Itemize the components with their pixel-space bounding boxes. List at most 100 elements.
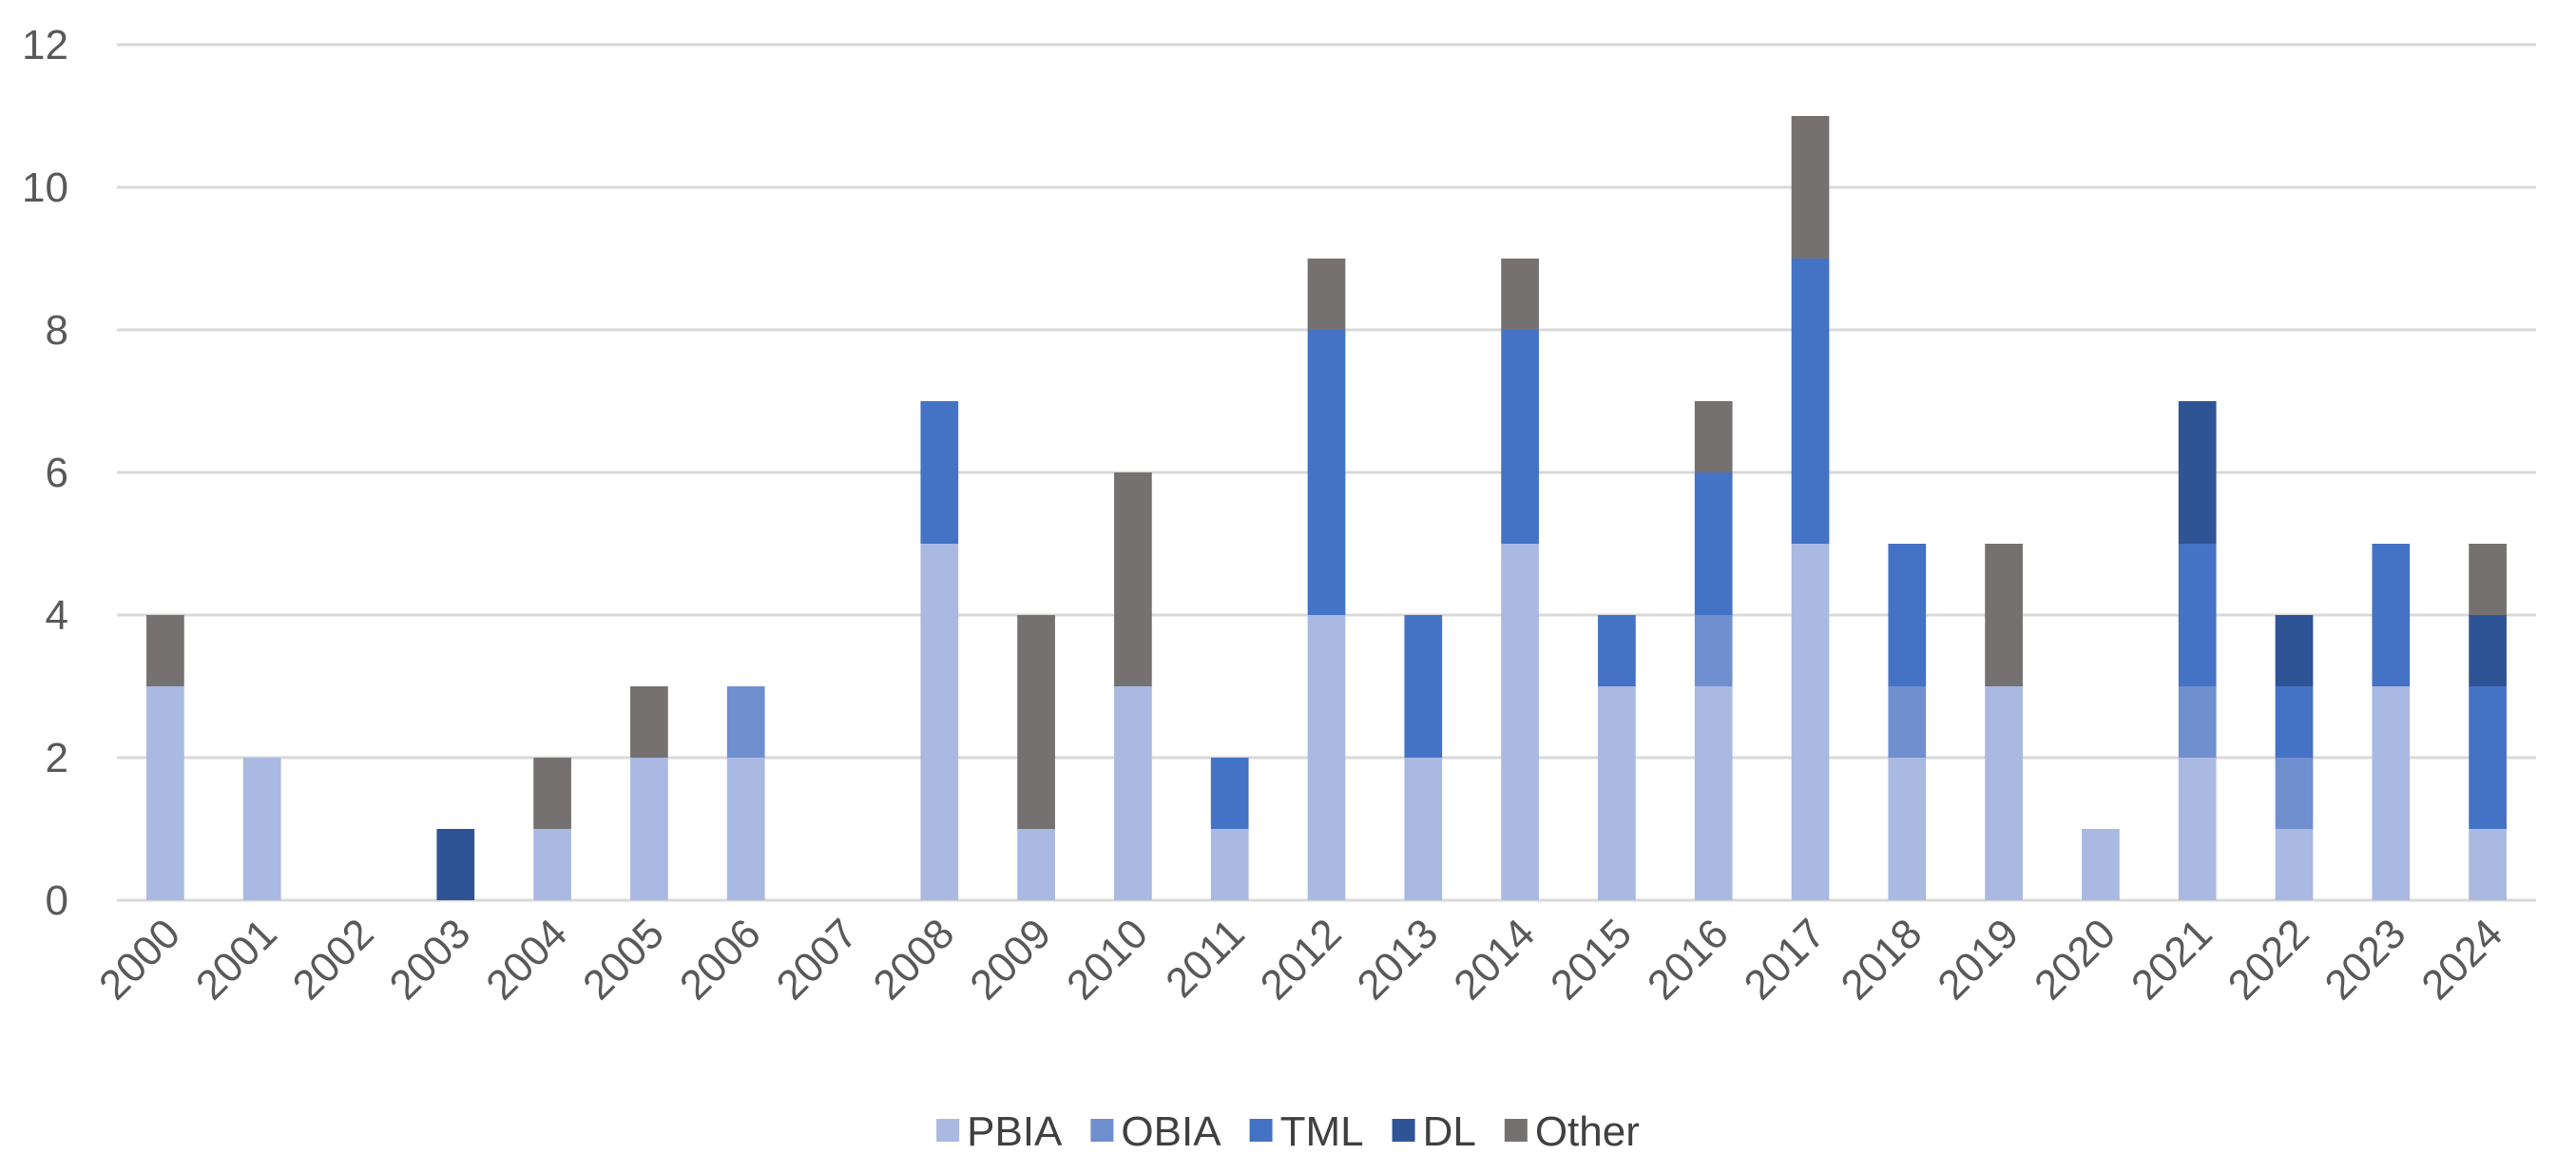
x-tick-label: 2004 xyxy=(477,910,576,1009)
x-tick-label: 2015 xyxy=(1542,910,1641,1009)
bar-segment-tml xyxy=(920,401,959,544)
legend-swatch-dl xyxy=(1392,1119,1415,1142)
bar-segment-pbia xyxy=(2082,829,2120,900)
bar-segment-obia xyxy=(2275,758,2314,829)
bar-segment-pbia xyxy=(1694,686,1733,900)
x-tick-label: 2020 xyxy=(2026,910,2124,1009)
x-tick-label: 2022 xyxy=(2220,910,2318,1009)
y-tick-label: 2 xyxy=(46,735,68,781)
x-tick-label: 2019 xyxy=(1929,910,2028,1009)
bar-segment-other xyxy=(630,686,668,758)
bars xyxy=(146,116,2507,900)
y-axis: 0 2 4 6 8 10 12 xyxy=(22,22,68,924)
bar-segment-pbia xyxy=(1985,686,2023,900)
x-tick-label: 2006 xyxy=(671,910,770,1009)
x-tick-label: 2003 xyxy=(381,910,480,1009)
y-tick-label: 4 xyxy=(46,592,68,639)
bar-segment-tml xyxy=(1307,330,1346,615)
y-tick-label: 8 xyxy=(46,307,68,354)
bar-segment-pbia xyxy=(1017,829,1055,900)
x-tick-label: 2021 xyxy=(2123,910,2221,1009)
bar-segment-pbia xyxy=(2178,758,2217,900)
x-tick-label: 2000 xyxy=(90,910,189,1009)
bar-segment-pbia xyxy=(1791,544,1830,900)
bar-segment-other xyxy=(1791,116,1830,259)
y-tick-label: 0 xyxy=(46,877,68,924)
x-tick-label: 2007 xyxy=(768,910,867,1009)
y-tick-label: 10 xyxy=(22,164,68,211)
bar-segment-tml xyxy=(1404,615,1443,758)
x-tick-label: 2001 xyxy=(187,910,286,1009)
legend-label-dl: DL xyxy=(1423,1108,1476,1155)
x-tick-label: 2011 xyxy=(1157,910,1254,1007)
bar-segment-tml xyxy=(1501,330,1539,544)
bar-segment-other xyxy=(533,758,571,829)
bar-segment-other xyxy=(1307,259,1346,330)
bar-segment-tml xyxy=(2275,686,2314,758)
legend-label-pbia: PBIA xyxy=(967,1108,1063,1155)
bar-segment-pbia xyxy=(1114,686,1152,900)
legend-swatch-pbia xyxy=(936,1119,960,1142)
bar-segment-pbia xyxy=(630,758,668,900)
bar-segment-dl xyxy=(2178,401,2217,544)
bar-segment-tml xyxy=(1694,472,1733,615)
bar-segment-pbia xyxy=(1307,615,1346,900)
bar-segment-obia xyxy=(2178,686,2217,758)
bar-segment-pbia xyxy=(1888,758,1927,900)
bar-segment-pbia xyxy=(242,758,281,900)
bar-segment-obia xyxy=(1694,615,1733,686)
x-tick-label: 2008 xyxy=(865,910,964,1009)
x-tick-label: 2002 xyxy=(284,910,383,1009)
x-tick-label: 2018 xyxy=(1833,910,1932,1009)
bar-segment-obia xyxy=(726,686,765,758)
x-tick-label: 2012 xyxy=(1252,910,1351,1009)
bar-segment-dl xyxy=(2469,615,2507,686)
bar-segment-tml xyxy=(2178,544,2217,686)
bar-segment-other xyxy=(1017,615,1055,829)
legend: PBIA OBIA TML DL Other xyxy=(936,1108,1640,1155)
legend-label-other: Other xyxy=(1535,1108,1640,1155)
bar-segment-other xyxy=(1114,472,1152,686)
bar-segment-pbia xyxy=(1404,758,1443,900)
bar-segment-pbia xyxy=(1210,829,1249,900)
x-tick-label: 2013 xyxy=(1349,910,1448,1009)
x-tick-label: 2005 xyxy=(574,910,673,1009)
x-tick-label: 2016 xyxy=(1639,910,1738,1009)
bar-segment-pbia xyxy=(2372,686,2411,900)
bar-segment-pbia xyxy=(533,829,571,900)
x-tick-label: 2010 xyxy=(1058,910,1157,1009)
bar-segment-pbia xyxy=(1598,686,1636,900)
bar-segment-tml xyxy=(1598,615,1636,686)
bar-segment-other xyxy=(146,615,184,686)
legend-swatch-tml xyxy=(1249,1119,1273,1142)
bar-segment-other xyxy=(1694,401,1733,472)
legend-swatch-obia xyxy=(1090,1119,1114,1142)
bar-segment-tml xyxy=(1791,259,1830,544)
y-tick-label: 6 xyxy=(46,450,68,496)
bar-segment-pbia xyxy=(1501,544,1539,900)
x-tick-label: 2017 xyxy=(1736,910,1835,1009)
bar-segment-obia xyxy=(1888,686,1927,758)
bar-segment-pbia xyxy=(726,758,765,900)
x-axis: 2000200120022003200420052006200720082009… xyxy=(90,910,2511,1009)
bar-segment-pbia xyxy=(2469,829,2507,900)
bar-segment-pbia xyxy=(2275,829,2314,900)
legend-label-obia: OBIA xyxy=(1121,1108,1221,1155)
bar-segment-tml xyxy=(1210,758,1249,829)
x-tick-label: 2009 xyxy=(961,910,1060,1009)
bar-segment-pbia xyxy=(920,544,959,900)
bar-segment-tml xyxy=(2469,686,2507,829)
x-tick-label: 2014 xyxy=(1445,910,1544,1009)
bar-segment-tml xyxy=(1888,544,1927,686)
bar-segment-other xyxy=(1985,544,2023,686)
x-tick-label: 2023 xyxy=(2316,910,2415,1009)
legend-label-tml: TML xyxy=(1280,1108,1364,1155)
bar-segment-dl xyxy=(436,829,475,900)
x-tick-label: 2024 xyxy=(2413,910,2511,1009)
y-tick-label: 12 xyxy=(22,22,68,68)
legend-swatch-other xyxy=(1504,1119,1528,1142)
bar-segment-other xyxy=(2469,544,2507,615)
bar-segment-other xyxy=(1501,259,1539,330)
bar-segment-dl xyxy=(2275,615,2314,686)
